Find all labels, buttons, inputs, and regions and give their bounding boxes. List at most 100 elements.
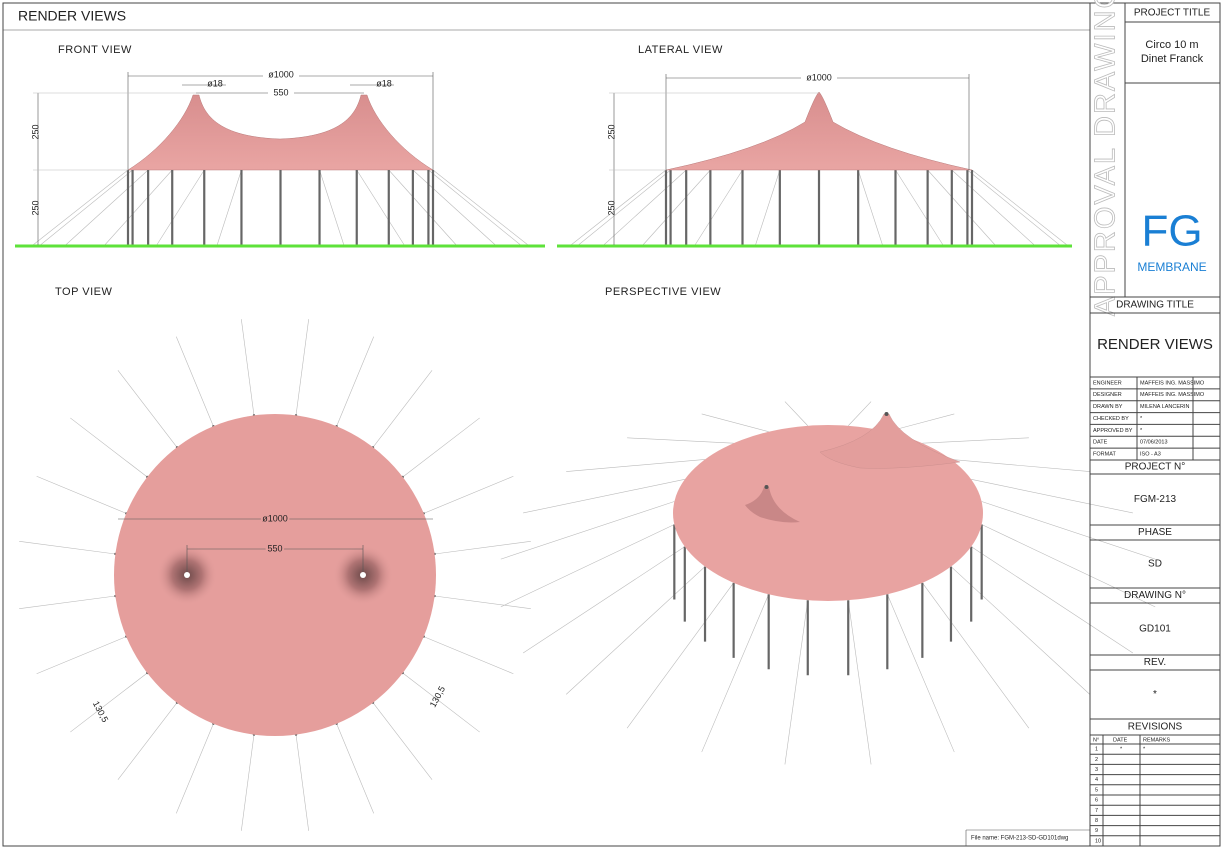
tb-field-label: DATE (1093, 440, 1108, 446)
project-title: Dinet Franck (1141, 53, 1204, 65)
file-name: File name: FGM-213-SD-GD101dwg (971, 836, 1068, 842)
guy-line (434, 541, 531, 555)
guy-line (857, 169, 883, 246)
tb-field-label: DRAWN BY (1093, 404, 1123, 410)
dim-label: ø1000 (262, 513, 288, 523)
rev-number: 4 (1095, 777, 1098, 783)
logo-mark: FG (1141, 207, 1202, 256)
tb-value: GD101 (1139, 624, 1171, 635)
guy-line (104, 169, 173, 246)
guy-line (887, 594, 955, 753)
lateral-roof (665, 91, 973, 171)
guy-line (523, 479, 685, 514)
peak (184, 572, 190, 578)
tb-value: SD (1148, 559, 1162, 570)
rev-number: 1 (1095, 747, 1098, 753)
perspective-roof (673, 425, 983, 601)
dim-label: ø18 (376, 78, 392, 88)
guy-line (295, 734, 309, 831)
top-roof (114, 414, 436, 736)
guy-line (372, 702, 433, 780)
guy-line (784, 600, 809, 765)
tb-field-value: MILENA LANCERIN (1140, 404, 1190, 410)
dim-label: 130,5 (91, 699, 110, 724)
guy-line (19, 541, 116, 555)
guy-line (70, 672, 148, 733)
guy-line (971, 169, 1068, 246)
guy-line (423, 475, 514, 514)
view-label: TOP VIEW (55, 286, 113, 298)
label-bg (801, 72, 837, 83)
logo-name: MEMBRANE (1137, 260, 1206, 274)
dim-label: ø18 (207, 78, 223, 88)
rev-number: 7 (1095, 808, 1098, 814)
rev-number: 9 (1095, 828, 1098, 834)
guy-line (570, 169, 667, 246)
rev-header: DATE (1113, 737, 1128, 743)
guy-line (428, 169, 521, 246)
guy-line (432, 169, 529, 246)
guy-line (701, 594, 769, 753)
guy-line (319, 169, 345, 246)
guy-line (694, 169, 743, 246)
tb-field-value: ISO - A3 (1140, 452, 1161, 458)
guy-line (895, 169, 944, 246)
elevation-structure (570, 169, 1068, 246)
guy-line (755, 169, 781, 246)
label-bg (268, 87, 294, 99)
guy-line (701, 413, 769, 432)
guy-line (117, 702, 178, 780)
guy-line (423, 636, 514, 675)
guy-line (626, 582, 734, 729)
rev-number: 10 (1095, 838, 1101, 844)
tb-field-value: MAFFEIS ING. MASSIMO (1140, 380, 1205, 386)
tb-label: REV. (1144, 657, 1166, 668)
rev-date: * (1120, 747, 1123, 753)
guy-line (336, 723, 375, 814)
guy-line (336, 336, 375, 427)
tb-label: DRAWING TITLE (1116, 300, 1194, 311)
tb-value: * (1153, 689, 1157, 700)
top-guys (19, 319, 531, 831)
guy-line (627, 437, 734, 444)
guy-line (950, 459, 1090, 472)
project-title: Circo 10 m (1145, 39, 1198, 51)
guy-line (500, 501, 675, 560)
label-bg (263, 69, 299, 80)
tb-label: PROJECT TITLE (1134, 8, 1211, 19)
guy-line (642, 169, 711, 246)
tb-field-value: MAFFEIS ING. MASSIMO (1140, 392, 1205, 398)
guy-line (19, 595, 116, 609)
guy-line (241, 734, 255, 831)
rev-number: 6 (1095, 798, 1098, 804)
rev-remarks: * (1143, 747, 1146, 753)
guy-line (971, 546, 1134, 654)
guy-line (295, 319, 309, 416)
peak (764, 485, 769, 489)
tb-field-label: ENGINEER (1093, 380, 1122, 386)
dim-label: 550 (267, 543, 282, 553)
rev-number: 2 (1095, 757, 1098, 763)
tb-field-label: FORMAT (1093, 452, 1116, 458)
guy-line (927, 169, 996, 246)
dim-label: 130,5 (428, 684, 447, 709)
guy-line (356, 169, 405, 246)
guy-line (412, 169, 496, 246)
dim-label: 250 (30, 124, 40, 139)
guy-line (848, 401, 872, 426)
guy-line (117, 370, 178, 448)
guy-line (847, 600, 872, 765)
guy-line (36, 636, 127, 675)
guy-line (216, 169, 242, 246)
guy-line (70, 417, 148, 478)
dim-label: 250 (606, 124, 616, 139)
rev-number: 5 (1095, 787, 1098, 793)
front-roof (127, 94, 434, 171)
guy-line (36, 475, 127, 514)
rev-number: 3 (1095, 767, 1098, 773)
peak (360, 572, 366, 578)
drawing-title: RENDER VIEWS (1097, 336, 1213, 353)
dim-label: 250 (606, 200, 616, 215)
